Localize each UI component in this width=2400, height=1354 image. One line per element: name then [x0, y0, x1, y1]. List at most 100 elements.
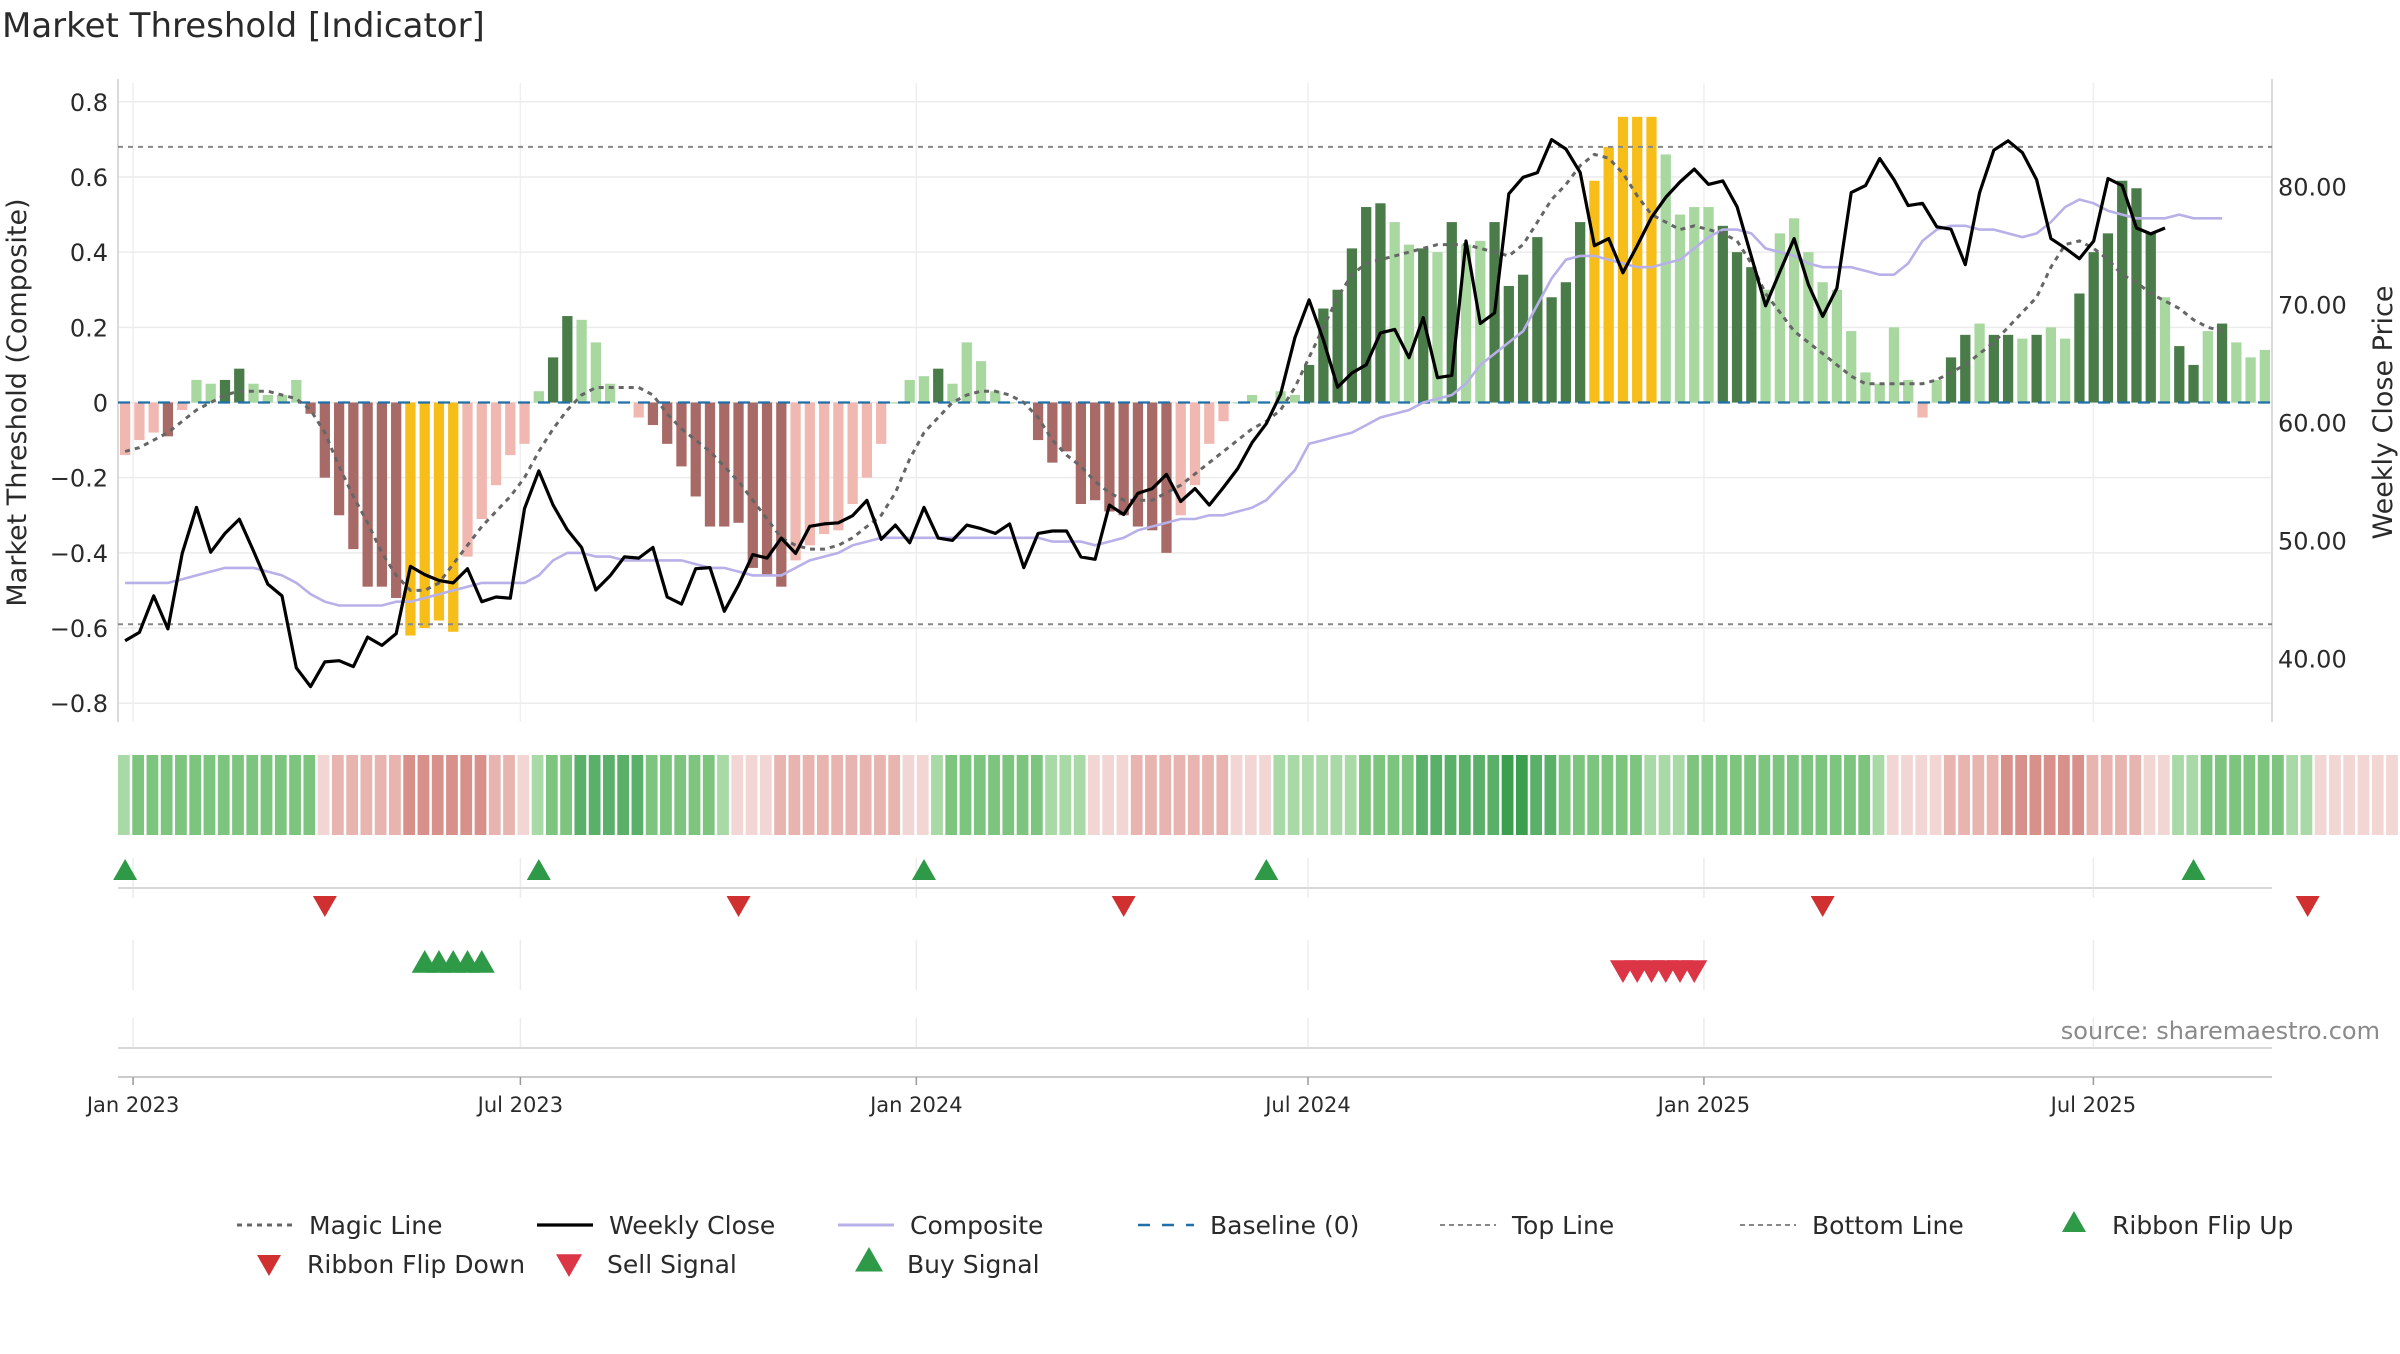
ribbon-cell [1301, 755, 1314, 835]
legend[interactable]: Magic Line Weekly Close Composite Baseline … [237, 1211, 2293, 1279]
composite-bar [2131, 188, 2142, 403]
composite-bar [1517, 274, 1529, 403]
ribbon-cell [1801, 755, 1814, 835]
ribbon-cell [260, 755, 273, 835]
legend-item[interactable]: Ribbon Flip Down [257, 1250, 525, 1279]
ribbon-cell [1088, 755, 1100, 835]
composite-bar [119, 402, 131, 456]
composite-bar [1788, 218, 1800, 403]
composite-bar [1446, 222, 1457, 403]
y-tick-label: −0.6 [50, 615, 108, 643]
composite-bar [1532, 237, 1543, 403]
ribbon-cell [1530, 755, 1542, 835]
composite-bar [1660, 154, 1671, 403]
composite-bar [804, 402, 815, 546]
legend-item[interactable]: Weekly Close [537, 1211, 775, 1240]
ribbon-cell [560, 755, 572, 835]
legend-item[interactable]: Composite [838, 1211, 1043, 1240]
ribbon-cell [1815, 755, 1828, 835]
composite-bar [2088, 252, 2099, 403]
ribbon-cell [2043, 755, 2056, 835]
y-axis-title: Market Threshold (Composite) [2, 198, 33, 606]
legend-item[interactable]: Ribbon Flip Up [2062, 1211, 2293, 1240]
ribbon-cell [688, 755, 701, 835]
composite-bar [519, 402, 530, 444]
ribbon-flip-down-marker [1111, 896, 1136, 917]
composite-bar [162, 402, 174, 437]
composite-bar [547, 357, 559, 403]
composite-bar [904, 379, 915, 403]
ribbon-cell [1259, 755, 1271, 835]
composite-bar [1774, 233, 1785, 403]
composite-bar [975, 361, 987, 403]
ribbon-cell [360, 755, 373, 835]
ribbon-cell [317, 755, 330, 835]
composite-bar [1318, 308, 1329, 403]
ribbon-cell [217, 755, 230, 835]
ribbon-cell [2200, 755, 2213, 835]
y-tick-label: 0 [93, 390, 108, 418]
composite-bar [1803, 252, 1814, 403]
composite-bar [1860, 372, 1871, 403]
ribbon-cell [2000, 755, 2013, 835]
ribbon-cell [1102, 755, 1115, 835]
legend-item[interactable]: Top Line [1440, 1211, 1614, 1240]
legend-item[interactable]: Bottom Line [1740, 1211, 1964, 1240]
x-tick-label: Jan 2024 [868, 1093, 963, 1117]
composite-bar [1303, 364, 1315, 403]
ribbon-cell [531, 755, 544, 835]
ribbon-cell [2357, 755, 2370, 835]
ribbon-cell [1016, 755, 1029, 835]
ribbon-cell [160, 755, 173, 835]
composite-bar [191, 379, 202, 403]
composite-bar [719, 402, 730, 527]
composite-bar [1646, 116, 1657, 403]
ribbon-cell [2243, 755, 2256, 835]
ribbon-cell [1330, 755, 1343, 835]
ribbon-cell [2015, 755, 2027, 835]
composite-bar [1346, 248, 1358, 403]
composite-bar [1246, 394, 1258, 403]
ribbon-cell [702, 755, 715, 835]
y2-axis-title: Weekly Close Price [2368, 285, 2399, 539]
composite-bar [505, 402, 516, 456]
composite-bar [776, 402, 787, 587]
ribbon-cell [2186, 755, 2199, 835]
composite-bar [2159, 297, 2171, 403]
ribbon-cell [1672, 755, 1685, 835]
ribbon-cell [916, 755, 929, 835]
ribbon-cell [988, 755, 1000, 835]
ribbon-cell [1630, 755, 1642, 835]
ribbon-cell [931, 755, 943, 835]
composite-bar [633, 402, 644, 418]
composite-bar [1232, 402, 1243, 404]
ribbon-cell [1886, 755, 1899, 835]
composite-bar [2060, 338, 2071, 403]
legend-item[interactable]: Baseline (0) [1138, 1211, 1359, 1240]
ribbon-cell [731, 755, 744, 835]
legend-label: Sell Signal [607, 1250, 737, 1279]
composite-bar [433, 402, 445, 621]
ribbon-cell [859, 755, 872, 835]
composite-bar [590, 342, 602, 403]
composite-bar [1332, 289, 1343, 403]
composite-bar [1575, 222, 1586, 403]
legend-item[interactable]: Magic Line [237, 1211, 443, 1240]
composite-bar [2174, 346, 2185, 403]
ribbon-cell [1373, 755, 1386, 835]
composite-bar [833, 402, 844, 531]
legend-item[interactable]: Buy Signal [855, 1247, 1040, 1279]
ribbon-cell [717, 755, 729, 835]
ribbon-cell [1544, 755, 1557, 835]
weekly-close-line [124, 138, 2166, 689]
ribbon-cell [1829, 755, 1842, 835]
ribbon-cell [2129, 755, 2142, 835]
ribbon-cell [446, 755, 458, 835]
composite-bar [1945, 357, 1957, 403]
legend-item[interactable]: Sell Signal [556, 1250, 737, 1279]
composite-bar [1432, 252, 1443, 403]
ribbon-cell [674, 755, 687, 835]
composite-bar [1061, 402, 1072, 452]
